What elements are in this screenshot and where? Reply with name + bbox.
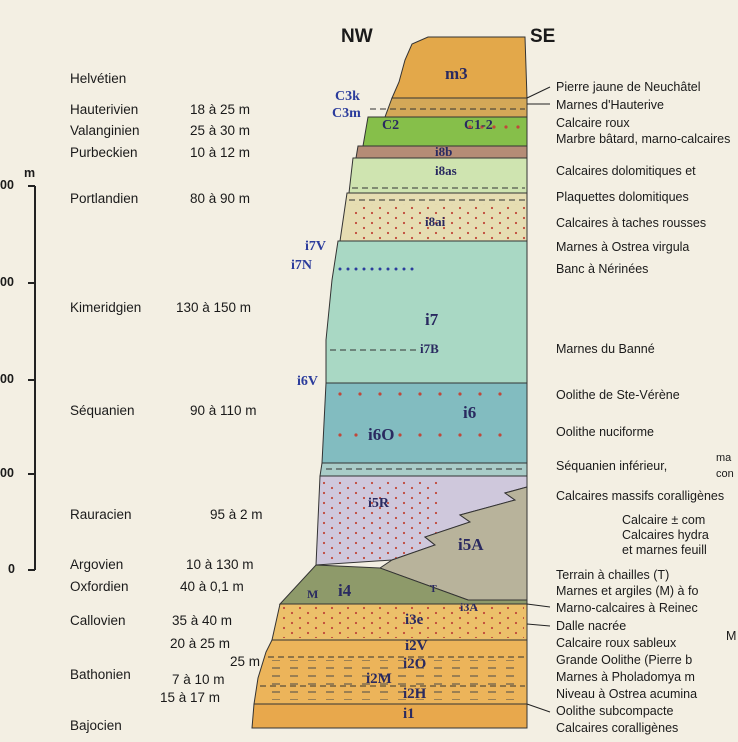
layer-symbol: i6	[463, 403, 477, 422]
layer-description: Calcaires hydra	[622, 528, 709, 542]
layer-description: con	[716, 468, 734, 480]
layer-symbol: i5R	[368, 496, 389, 511]
layer-symbol: i8b	[435, 144, 453, 159]
stage-name: Bajocien	[70, 718, 122, 733]
layer-symbol: i7V	[305, 239, 326, 254]
stage-name: Bathonien	[70, 667, 131, 682]
layer-symbol: T	[430, 584, 437, 595]
layer-symbol: C2	[382, 118, 400, 133]
stage-name: Valanginien	[70, 123, 140, 138]
layer-symbol: i4	[338, 581, 352, 600]
stage-thickness: 18 à 25 m	[190, 102, 251, 117]
scale-tick-label: 00	[0, 275, 14, 289]
layer-description: Calcaires dolomitiques et	[556, 164, 696, 178]
stage-thickness: 130 à 150 m	[176, 300, 252, 315]
layer-description: Marno-calcaires à Reinec	[556, 601, 698, 615]
layer-description: Oolithe nuciforme	[556, 425, 654, 439]
layer-description: Calcaire ± com	[622, 513, 706, 527]
layer-symbol: i2O	[403, 656, 427, 672]
layer-description: Plaquettes dolomitiques	[556, 190, 689, 204]
scale-tick-label: 00	[0, 178, 14, 192]
stage-name: Hauterivien	[70, 102, 139, 117]
stage-thickness: 35 à 40 m	[172, 613, 233, 628]
stage-thickness: 80 à 90 m	[190, 191, 251, 206]
layer-description: Marnes à Ostrea virgula	[556, 240, 690, 254]
layer-description: Banc à Nérinées	[556, 262, 649, 276]
layer-c3	[384, 97, 528, 118]
layer-description: ma	[716, 452, 732, 464]
stage-name: Callovien	[70, 613, 126, 628]
stage-name: Rauracien	[70, 507, 132, 522]
layer-description: Marnes d'Hauterive	[556, 98, 664, 112]
stage-name: Argovien	[70, 557, 124, 572]
layer-symbol: i2V	[405, 638, 428, 654]
layer-description: Marbre bâtard, marno-calcaires	[556, 132, 731, 146]
stage-thickness: 7 à 10 m	[172, 672, 225, 687]
layer-symbol: i6O	[368, 425, 395, 444]
layer-description: Marnes et argiles (M) à fo	[556, 584, 699, 598]
stage-name: Kimeridgien	[70, 300, 142, 315]
layer-description: Marnes à Pholadomya m	[556, 670, 695, 684]
layer-description: Calcaire roux	[556, 116, 630, 130]
scale-tick-label: 00	[0, 466, 14, 480]
layer-symbol: i3A	[460, 600, 478, 614]
layer-description: Oolithe subcompacte	[556, 704, 674, 718]
nw-label: NW	[341, 26, 373, 47]
stage-thickness: 20 à 25 m	[170, 636, 231, 651]
stage-thickness: 10 à 130 m	[186, 557, 254, 572]
layer-symbol: M	[307, 587, 319, 601]
stage-thickness: 90 à 110 m	[190, 403, 257, 418]
layer-description: Calcaires coralligènes	[556, 721, 679, 735]
layer-symbol: i8ai	[425, 214, 446, 229]
layer-description: Pierre jaune de Neuchâtel	[556, 80, 701, 94]
layer-description: Terrain à chailles (T)	[556, 568, 670, 582]
stage-thickness: 40 à 0,1 m	[180, 579, 244, 594]
stage-thickness: 25 m	[230, 654, 261, 669]
layer-symbol: i2H	[403, 686, 427, 702]
layer-symbol: i8as	[435, 163, 457, 178]
layer-description: Oolithe de Ste-Vérène	[556, 388, 680, 402]
layer-description: Calcaire roux sableux	[556, 636, 677, 650]
stage-name: Oxfordien	[70, 579, 129, 594]
layer-symbol: i2M	[366, 671, 392, 687]
layer-symbol: i5A	[458, 535, 484, 554]
stage-thickness: 15 à 17 m	[160, 690, 221, 705]
layer-symbol: i7N	[291, 258, 312, 273]
layer-description: Séquanien inférieur,	[556, 459, 668, 473]
stage-thickness: 10 à 12 m	[190, 145, 251, 160]
layer-symbol: i7B	[420, 341, 439, 356]
scale-unit: m	[24, 166, 36, 180]
layer-symbol: i7	[425, 310, 439, 329]
layer-symbol: C3k	[335, 89, 360, 104]
stage-thickness: 95 à 2 m	[210, 507, 263, 522]
layer-m3	[391, 36, 528, 99]
layer-i6	[321, 382, 528, 464]
layer-description: Niveau à Ostrea acumina	[556, 687, 698, 701]
stage-name: Portlandien	[70, 191, 139, 206]
stage-name: Séquanien	[70, 403, 135, 418]
stage-name: Purbeckien	[70, 145, 138, 160]
stage-name: Helvétien	[70, 71, 127, 86]
layer-symbol: m3	[445, 64, 468, 83]
layer-description: et marnes feuill	[622, 543, 707, 557]
layer-description: Calcaires massifs coralligènes	[556, 489, 725, 503]
layer-symbol: i3e	[405, 612, 424, 628]
layer-description: Calcaires à taches rousses	[556, 216, 707, 230]
scale-bar	[28, 185, 36, 571]
layer-symbol: i1	[403, 706, 415, 722]
se-label: SE	[530, 26, 556, 47]
layer-symbol: C1-2	[464, 118, 493, 133]
layer-i1	[251, 703, 528, 729]
layer-description: Dalle nacrée	[556, 619, 627, 633]
layer-description: Marnes du Banné	[556, 342, 655, 356]
layer-description: M	[726, 629, 737, 643]
scale-tick-label: 00	[0, 372, 14, 386]
layer-description: Grande Oolithe (Pierre b	[556, 653, 693, 667]
stage-thickness: 25 à 30 m	[190, 123, 251, 138]
layer-symbol: i6V	[297, 374, 318, 389]
layer-symbol: C3m	[332, 106, 361, 121]
scale-tick-label: 0	[8, 562, 15, 576]
